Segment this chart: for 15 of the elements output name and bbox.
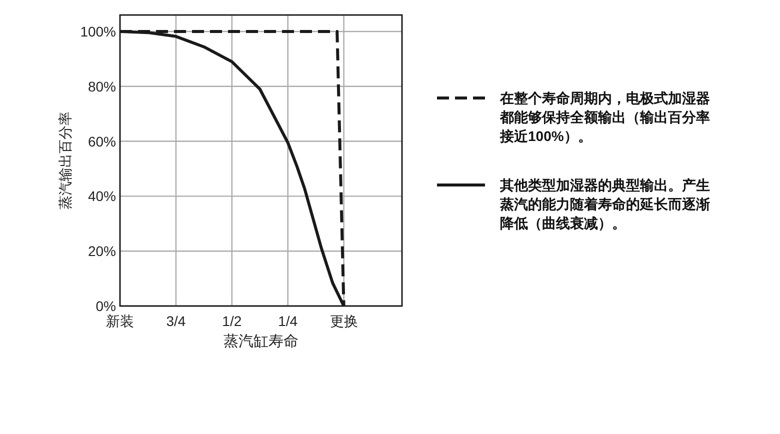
x-tick-label: 1/4 (278, 313, 298, 329)
y-tick-label: 100% (80, 23, 116, 40)
y-axis-title: 蒸汽输出百分率 (57, 112, 73, 210)
y-tick-label: 40% (88, 188, 116, 204)
x-tick-label: 1/2 (222, 313, 242, 329)
x-tick-label: 3/4 (166, 313, 186, 329)
legend-label: 在整个寿命周期内，电极式加湿器都能够保持全额输出（输出百分率接近100%）。 (499, 90, 710, 144)
legend-label: 其他类型加湿器的典型输出。产生蒸汽的能力随着寿命的延长而逐渐降低（曲线衰减）。 (499, 177, 710, 231)
y-tick-label: 0% (96, 298, 116, 314)
y-tick-label: 20% (88, 243, 116, 260)
x-tick-label: 新装 (106, 313, 134, 329)
y-tick-label: 60% (88, 133, 116, 150)
x-tick-label: 更换 (330, 313, 358, 329)
x-axis-title: 蒸汽缸寿命 (224, 333, 298, 350)
y-tick-label: 80% (88, 78, 116, 94)
